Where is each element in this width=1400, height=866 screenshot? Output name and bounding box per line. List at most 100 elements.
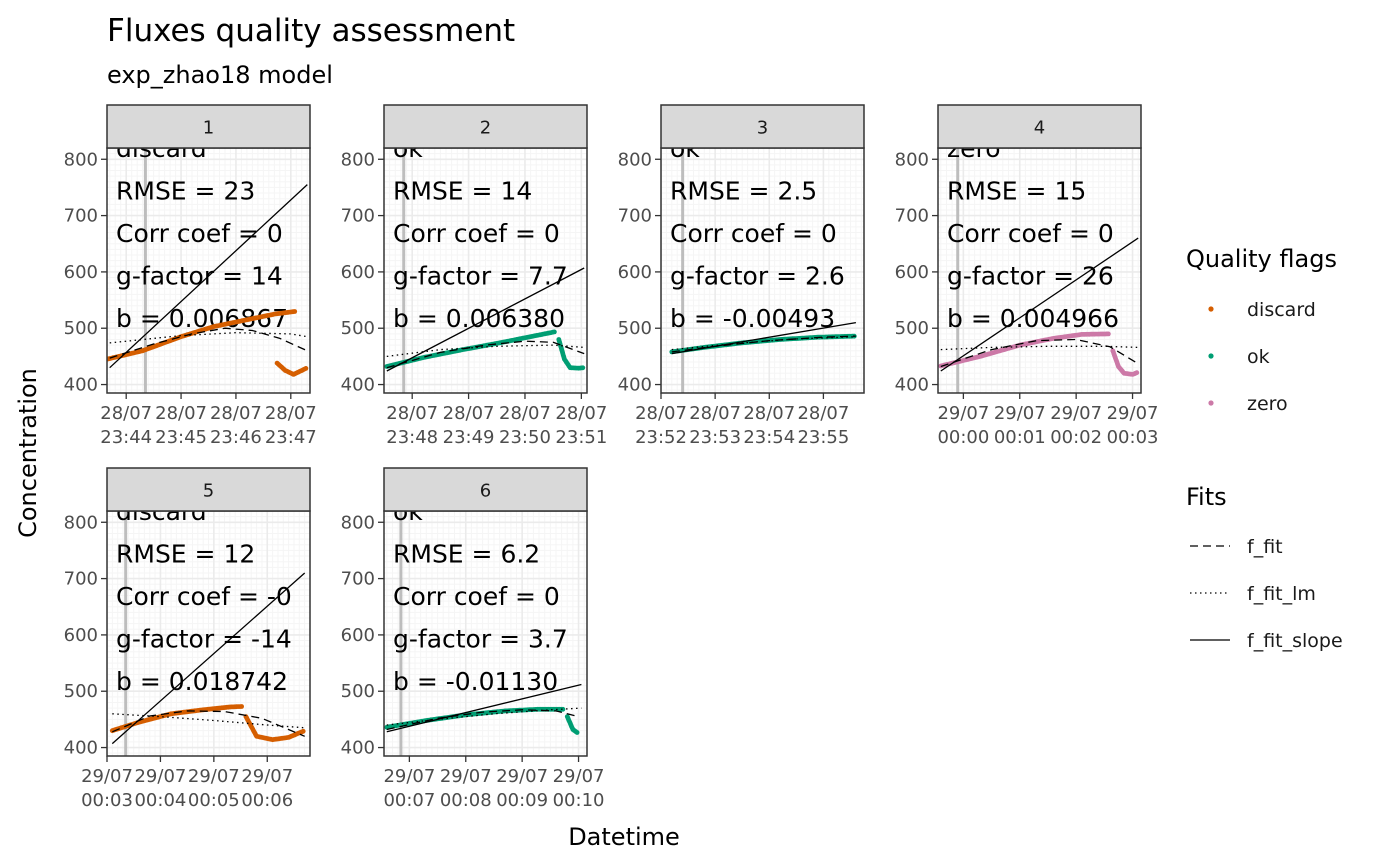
fit-line-f_fit_slope [940,237,1139,372]
legend-label-discard: discard [1247,299,1316,321]
annotation-text: b = 0.018742 [116,667,288,696]
panel-grid [107,148,310,393]
y-tick-label: 500 [341,681,375,702]
annotation-block: discard RMSE = 12 Corr coef = -0 g-factor =… [116,511,292,696]
facet-strip-label: 5 [203,481,214,502]
fit-line-f_fit [109,327,308,359]
x-tick-label-date: 28/07 [555,403,607,424]
x-tick-label-date: 29/07 [241,766,293,787]
x-tick-label-time: 23:47 [265,427,317,448]
x-tick-label-date: 28/07 [443,403,495,424]
facet-panel: discard RMSE = 12 Corr coef = -0 g-factor =… [64,467,311,811]
annotation-text: b = 0.006380 [393,304,565,333]
data-point [239,704,245,709]
x-tick-label-date: 29/07 [553,766,605,787]
y-tick-label: 600 [895,262,929,283]
annotation-block: ok RMSE = 6.2 Corr coef = 0 g-factor = 3.7 b… [393,511,568,696]
y-tick-label: 600 [341,625,375,646]
x-tick-label-time: 00:06 [241,790,293,811]
y-tick-label: 400 [64,738,98,759]
legend-quality-flags: Quality flags discard ok zero [1186,245,1337,415]
x-tick-label-time: 00:01 [994,427,1046,448]
y-tick-label: 700 [341,206,375,227]
facet-panel: ok RMSE = 2.5 Corr coef = 0 g-factor = 2.6 b… [618,104,865,448]
y-tick-label: 500 [64,681,98,702]
x-tick-label-time: 23:50 [499,427,551,448]
data-point [574,730,580,735]
data-point [580,365,586,371]
x-tick-label-time: 00:09 [496,790,548,811]
annotation-text: g-factor = 3.7 [393,625,568,654]
y-tick-label: 800 [895,149,929,170]
annotation-text: b = -0.01130 [393,667,558,696]
x-tick-label-time: 23:53 [689,427,741,448]
x-tick-label-date: 29/07 [1050,403,1102,424]
x-tick-label-date: 29/07 [994,403,1046,424]
x-tick-label-date: 28/07 [386,403,438,424]
fit-line-f_fit_lm [671,336,856,351]
facet-strip-label: 4 [1034,118,1045,139]
x-tick-label-date: 28/07 [689,403,741,424]
facet-strip-label: 2 [480,118,491,139]
y-tick-label: 700 [341,569,375,590]
data-point [552,329,557,335]
y-tick-label: 800 [341,512,375,533]
data-point [300,728,306,734]
y-tick-label: 700 [895,206,929,227]
facet-panels: discard RMSE = 23 Corr coef = 0 g-factor = … [64,104,1159,811]
x-tick-label-time: 23:45 [155,427,207,448]
x-tick-label-date: 29/07 [134,766,186,787]
facet-panel: discard RMSE = 23 Corr coef = 0 g-factor = … [64,104,317,448]
legend-fits: Fits f_fit f_fit_lm f_fit_slope [1186,483,1343,652]
x-tick-label-date: 28/07 [265,403,317,424]
y-tick-label: 600 [64,262,98,283]
annotation-text: g-factor = 14 [116,262,283,291]
data-point [292,309,298,314]
y-tick-label: 700 [64,206,98,227]
x-tick-label-date: 29/07 [383,766,435,787]
fit-line-f_fit_slope [111,572,306,745]
facet-panel: ok RMSE = 14 Corr coef = 0 g-factor = 7.7 b … [341,104,607,448]
x-tick-label-time: 00:08 [440,790,492,811]
fit-line-f_fit [940,338,1139,368]
x-tick-label-time: 23:46 [210,427,262,448]
x-tick-label-time: 00:02 [1050,427,1102,448]
facet-strip [383,467,588,512]
annotation-text: g-factor = 7.7 [393,262,568,291]
y-tick-label: 500 [895,318,929,339]
facet-strip [106,467,311,512]
x-tick-label-time: 00:00 [937,427,989,448]
facet-strip-label: 3 [757,118,768,139]
x-tick-label-time: 23:55 [797,427,849,448]
panel-plot-area: ok RMSE = 14 Corr coef = 0 g-factor = 7.7 b … [384,148,586,393]
annotation-text: g-factor = 26 [947,262,1114,291]
y-tick-label: 700 [618,206,652,227]
chart-subtitle: exp_zhao18 model [107,61,333,89]
annotation-block: ok RMSE = 2.5 Corr coef = 0 g-factor = 2.6 b… [670,148,845,333]
annotation-text: zero [947,134,1001,163]
x-tick-label-time: 00:07 [383,790,435,811]
x-tick-label-time: 23:48 [386,427,438,448]
legend-label-ok: ok [1247,346,1270,368]
panel-plot-area: discard RMSE = 23 Corr coef = 0 g-factor = … [107,134,309,393]
panel-grid [938,148,1141,393]
y-axis-title: Concentration [14,368,42,538]
x-tick-label-time: 00:03 [1107,427,1159,448]
y-tick-label: 400 [618,375,652,396]
y-tick-label: 800 [64,149,98,170]
x-tick-label-time: 23:51 [555,427,607,448]
y-tick-label: 400 [341,375,375,396]
data-point [303,366,309,371]
x-tick-label-time: 00:04 [134,790,186,811]
annotation-text: discard [116,134,207,163]
annotation-text: g-factor = 2.6 [670,262,845,291]
fit-line-f_fit_slope [109,184,308,369]
facet-strip-label: 6 [480,481,491,502]
fit-line-f_fit_slope [386,683,582,733]
annotation-text: RMSE = 6.2 [393,540,540,569]
x-tick-label-date: 29/07 [440,766,492,787]
facet-strip [937,104,1142,149]
